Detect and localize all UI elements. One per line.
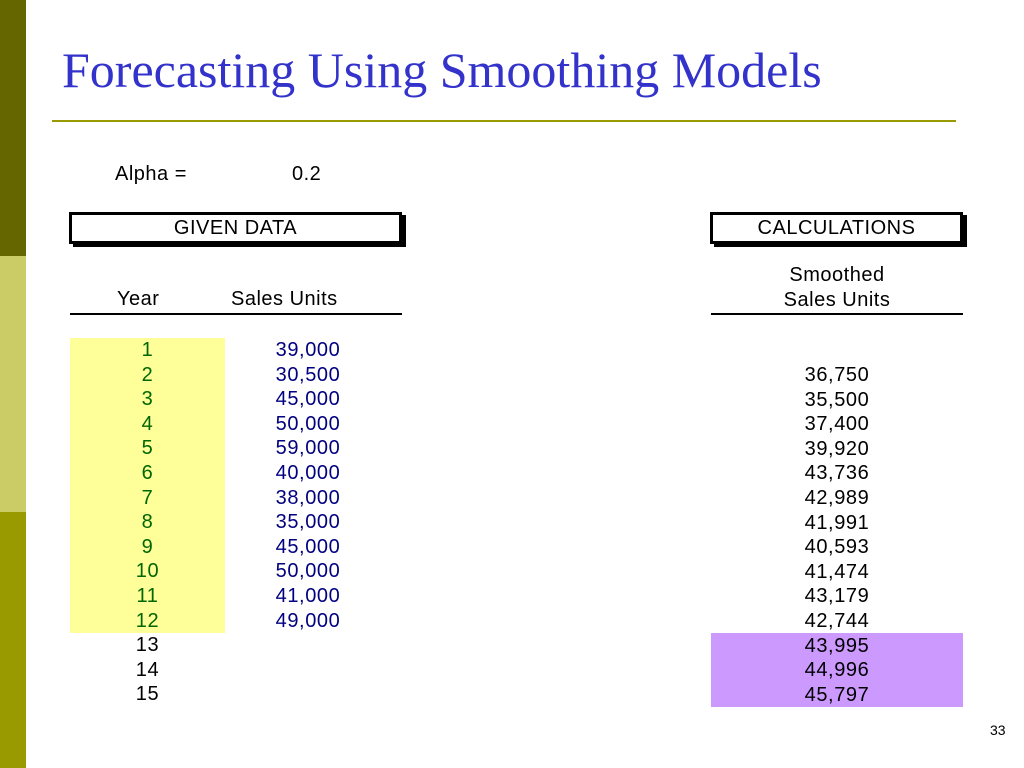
slide-sidebar (0, 0, 26, 768)
forecast-highlight (711, 633, 963, 707)
year-cell: 8 (141, 511, 154, 534)
smoothed-cell: 37,400 (804, 413, 870, 436)
sidebar-block-light (0, 256, 26, 512)
alpha-label: Alpha = (115, 163, 187, 185)
col-header-year: Year (117, 288, 160, 310)
year-cell: 5 (141, 437, 154, 460)
smoothed-cell-forecast: 43,995 (804, 634, 870, 657)
year-cell-forecast: 15 (135, 683, 160, 706)
year-cell: 9 (141, 535, 154, 558)
sidebar-block-dark (0, 0, 26, 256)
sales-column: 39,000 30,500 45,000 50,000 59,000 40,00… (228, 338, 388, 633)
year-cell: 10 (135, 560, 160, 583)
sales-cell: 38,000 (275, 486, 341, 509)
sales-cell: 39,000 (275, 339, 341, 361)
given-years-highlight (70, 338, 225, 633)
smoothed-cell: 40,593 (804, 536, 870, 559)
smoothed-cell: 39,920 (804, 437, 870, 460)
calculations-header-rule (711, 313, 963, 315)
page-number: 33 (990, 722, 1006, 738)
sales-cell: 50,000 (275, 412, 341, 435)
col-header-smoothed-line2: Sales Units (783, 289, 891, 311)
smoothed-cell: 35,500 (804, 388, 870, 411)
smoothed-cell-forecast: 45,797 (804, 683, 870, 706)
smoothed-cell: 43,736 (804, 462, 870, 485)
year-cell: 6 (141, 461, 154, 484)
year-cell: 1 (141, 339, 154, 361)
sales-cell: 30,500 (275, 363, 341, 386)
alpha-value: 0.2 (292, 163, 322, 185)
smoothed-cell: 42,744 (804, 609, 870, 632)
year-cell-forecast: 14 (135, 658, 160, 681)
smoothed-cell: 41,991 (804, 511, 870, 534)
calculations-header: CALCULATIONS (710, 212, 963, 244)
smoothed-cell: 41,474 (804, 560, 870, 583)
sales-cell: 50,000 (275, 560, 341, 583)
year-cell: 4 (141, 412, 154, 435)
year-cell: 2 (141, 363, 154, 386)
col-header-sales: Sales Units (231, 288, 338, 310)
smoothed-cell: 36,750 (804, 364, 870, 386)
smoothed-cell: 43,179 (804, 585, 870, 608)
col-header-smoothed-line1: Smoothed (789, 264, 885, 286)
given-data-header: GIVEN DATA (69, 212, 402, 244)
sales-cell: 35,000 (275, 511, 341, 534)
title-divider (52, 120, 956, 122)
sidebar-block-olive (0, 512, 26, 768)
sales-cell: 59,000 (275, 437, 341, 460)
sales-cell: 40,000 (275, 461, 341, 484)
year-cell: 7 (141, 486, 154, 509)
smoothed-cell: 42,989 (804, 486, 870, 509)
sales-cell: 45,000 (275, 535, 341, 558)
year-cell-forecast: 13 (135, 634, 160, 657)
year-column: 1 2 3 4 5 6 7 8 9 10 11 12 13 14 15 (70, 338, 225, 707)
year-cell: 11 (136, 584, 159, 607)
sales-cell: 49,000 (275, 609, 341, 632)
year-cell: 12 (135, 609, 160, 632)
smoothed-cell-forecast: 44,996 (804, 659, 870, 682)
sales-cell: 41,000 (275, 584, 341, 607)
sales-cell: 45,000 (275, 388, 341, 411)
smoothed-column: 36,750 35,500 37,400 39,920 43,736 42,98… (711, 363, 963, 707)
year-cell: 3 (141, 388, 154, 411)
given-data-header-rule (70, 313, 402, 315)
slide-title: Forecasting Using Smoothing Models (62, 42, 822, 98)
